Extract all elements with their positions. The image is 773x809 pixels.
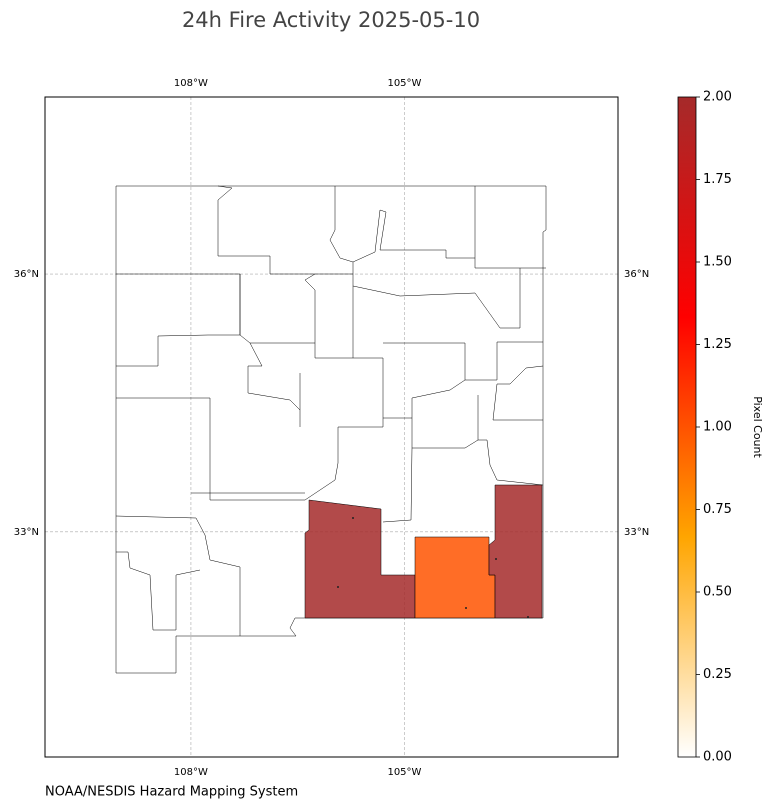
colorbar-tick-label: 1.00 xyxy=(703,420,732,435)
colorbar-tick-label: 0.25 xyxy=(703,667,732,682)
colorbar-label: Pixel Count xyxy=(751,396,764,458)
y-tick-label: 36°N xyxy=(14,269,39,280)
county-line xyxy=(382,395,544,523)
colorbar-tick-label: 0.00 xyxy=(703,750,732,765)
fire-regions xyxy=(304,484,543,619)
county-line xyxy=(383,341,544,421)
x-tick-label: 108°W xyxy=(174,767,208,778)
fire-point xyxy=(527,616,529,618)
x-tick-label: 108°W xyxy=(174,78,208,89)
colorbar-tick-label: 1.50 xyxy=(703,255,732,270)
y-tick-label: 33°N xyxy=(624,527,649,538)
fire-point xyxy=(352,517,354,519)
county-line xyxy=(314,258,546,359)
county-fill xyxy=(304,499,416,619)
colorbar-tick-label: 2.00 xyxy=(703,90,732,105)
state-outline xyxy=(115,185,547,674)
map-title: 24h Fire Activity 2025-05-10 xyxy=(182,8,480,32)
map-frame xyxy=(44,96,619,758)
county-line xyxy=(239,273,316,344)
fire-detections xyxy=(337,517,529,618)
x-tick-label: 105°W xyxy=(387,767,421,778)
source-note: NOAA/NESDIS Hazard Mapping System xyxy=(45,785,298,800)
y-tick-label: 33°N xyxy=(14,527,39,538)
colorbar-tick-label: 0.75 xyxy=(703,502,732,517)
fire-point xyxy=(465,607,467,609)
colorbar-tick-label: 1.75 xyxy=(703,172,732,187)
colorbar-tick-label: 0.50 xyxy=(703,585,732,600)
county-line xyxy=(217,185,476,275)
fire-point xyxy=(495,558,497,560)
county-line xyxy=(116,273,241,367)
county-line xyxy=(329,186,354,263)
fire-point xyxy=(337,586,339,588)
county-boundaries xyxy=(115,185,547,674)
colorbar xyxy=(677,96,697,758)
colorbar-tick-label: 1.25 xyxy=(703,337,732,352)
y-tick-label: 36°N xyxy=(624,269,649,280)
county-fill xyxy=(414,536,496,619)
county-line xyxy=(115,492,305,636)
county-fill xyxy=(488,484,543,619)
x-tick-label: 105°W xyxy=(387,78,421,89)
county-line xyxy=(116,342,384,501)
